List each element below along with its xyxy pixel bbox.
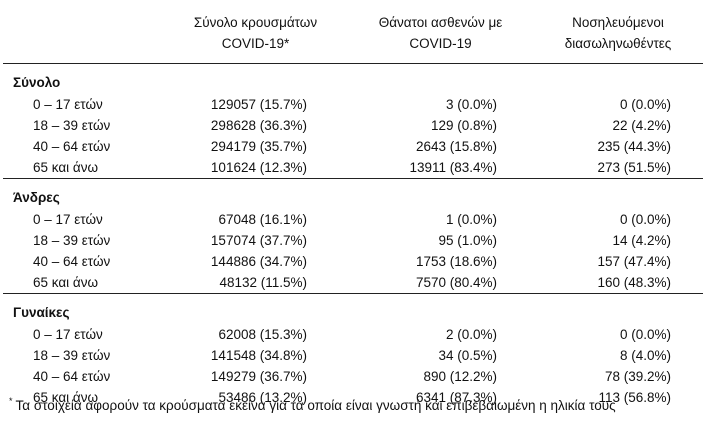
intubated-value: 157 (47.4%) (597, 254, 671, 269)
age-group-label: 40 – 64 ετών (33, 254, 111, 269)
table-body: Σύνολο 0 – 17 ετών 129057 (15.7%) 3 (0.0%) 0… (3, 64, 703, 408)
footnote: * Τα στοιχεία αφορούν τα κρούσματα εκείνα… (9, 396, 699, 413)
footnote-text: Τα στοιχεία αφορούν τα κρούσματα εκείνα … (15, 398, 616, 413)
age-group-label: 65 και άνω (33, 390, 99, 405)
age-group-label: 0 – 17 ετών (33, 97, 103, 112)
deaths-value: 7570 (80.4%) (415, 275, 497, 290)
group-heading: Άνδρες (13, 190, 60, 205)
intubated-value: 0 (0.0%) (619, 327, 671, 342)
age-group-label: 18 – 39 ετών (33, 233, 111, 248)
deaths-value: 890 (12.2%) (423, 369, 497, 384)
covid-age-table: Σύνολο κρουσμάτων COVID-19* Θάνατοι ασθε… (3, 0, 703, 408)
intubated-value: 160 (48.3%) (597, 275, 671, 290)
header-total-cases: Σύνολο κρουσμάτων COVID-19* (193, 15, 318, 51)
age-group-label: 65 και άνω (33, 275, 99, 290)
table-row: 0 – 17 ετών 62008 (15.3%) 2 (0.0%) 0 (0.0%) (3, 324, 703, 345)
age-group-label: 40 – 64 ετών (33, 139, 111, 154)
cases-value: 141548 (34.8%) (210, 348, 307, 363)
cases-value: 48132 (11.5%) (219, 275, 307, 290)
intubated-value: 113 (56.8%) (598, 390, 671, 405)
cases-value: 144886 (34.7%) (210, 254, 307, 269)
cases-value: 62008 (15.3%) (218, 327, 307, 342)
table-row: 40 – 64 ετών 144886 (34.7%) 1753 (18.6%) 15… (3, 251, 703, 272)
group-heading-row: Γυναίκες (3, 301, 703, 324)
deaths-value: 2643 (15.8%) (415, 139, 497, 154)
table-row: 65 και άνω 101624 (12.3%) 13911 (83.4%) 273… (3, 157, 703, 179)
age-group-label: 40 – 64 ετών (33, 369, 111, 384)
intubated-value: 235 (44.3%) (597, 139, 671, 154)
cases-value: 298628 (36.3%) (210, 118, 307, 133)
header-empty-cell (3, 0, 163, 64)
age-group-label: 65 και άνω (33, 160, 99, 175)
age-group-label: 0 – 17 ετών (33, 327, 103, 342)
group-gap (3, 179, 703, 186)
intubated-value: 78 (39.2%) (604, 369, 671, 384)
deaths-value: 1753 (18.6%) (415, 254, 497, 269)
table-row: 0 – 17 ετών 67048 (16.1%) 1 (0.0%) 0 (0.0%) (3, 209, 703, 230)
deaths-value: 95 (1.0%) (438, 233, 497, 248)
intubated-value: 22 (4.2%) (612, 118, 671, 133)
header-deaths: Θάνατοι ασθενών με COVID-19 (378, 15, 503, 51)
table-row: 0 – 17 ετών 129057 (15.7%) 3 (0.0%) 0 (0.0%… (3, 94, 703, 115)
cases-value: 129057 (15.7%) (210, 97, 307, 112)
table-header-row: Σύνολο κρουσμάτων COVID-19* Θάνατοι ασθε… (3, 0, 703, 64)
age-group-label: 18 – 39 ετών (33, 348, 111, 363)
deaths-value: 1 (0.0%) (445, 212, 497, 227)
group-heading-row: Άνδρες (3, 186, 703, 209)
intubated-value: 273 (51.5%) (597, 160, 671, 175)
group-divider (3, 293, 703, 294)
table-row: 40 – 64 ετών 149279 (36.7%) 890 (12.2%) 78 … (3, 366, 703, 387)
table-row: 65 και άνω 53486 (13.2%) 6341 (87.3%) 113 (… (3, 387, 703, 408)
deaths-value: 34 (0.5%) (438, 348, 497, 363)
deaths-value: 13911 (83.4%) (409, 160, 497, 175)
group-gap (3, 64, 703, 71)
deaths-value: 129 (0.8%) (430, 118, 497, 133)
deaths-value: 2 (0.0%) (445, 327, 497, 342)
header-divider (3, 63, 703, 64)
footnote-marker: * (9, 396, 13, 406)
covid-age-table-container: Σύνολο κρουσμάτων COVID-19* Θάνατοι ασθε… (3, 0, 703, 413)
table-row: 40 – 64 ετών 294179 (35.7%) 2643 (15.8%) 23… (3, 136, 703, 157)
deaths-value: 3 (0.0%) (445, 97, 497, 112)
group-heading: Γυναίκες (13, 305, 70, 320)
deaths-value: 6341 (87.3%) (415, 390, 497, 405)
header-intubated: Νοσηλευόμενοι διασωληνωθέντες (564, 15, 672, 51)
intubated-value: 14 (4.2%) (612, 233, 671, 248)
table-row: 18 – 39 ετών 141548 (34.8%) 34 (0.5%) 8 (4.… (3, 345, 703, 366)
group-divider (3, 178, 703, 179)
intubated-value: 0 (0.0%) (619, 97, 671, 112)
intubated-value: 0 (0.0%) (619, 212, 671, 227)
age-group-label: 18 – 39 ετών (33, 118, 111, 133)
group-gap (3, 294, 703, 301)
cases-value: 67048 (16.1%) (218, 212, 307, 227)
table-row: 18 – 39 ετών 157074 (37.7%) 95 (1.0%) 14 (4… (3, 230, 703, 251)
group-heading: Σύνολο (13, 75, 61, 90)
cases-value: 53486 (13.2%) (218, 390, 307, 405)
cases-value: 157074 (37.7%) (210, 233, 307, 248)
cases-value: 294179 (35.7%) (210, 139, 307, 154)
group-heading-row: Σύνολο (3, 71, 703, 94)
cases-value: 149279 (36.7%) (210, 369, 307, 384)
intubated-value: 8 (4.0%) (619, 348, 671, 363)
table-row: 18 – 39 ετών 298628 (36.3%) 129 (0.8%) 22 (… (3, 115, 703, 136)
table-row: 65 και άνω 48132 (11.5%) 7570 (80.4%) 160 (… (3, 272, 703, 294)
age-group-label: 0 – 17 ετών (33, 212, 103, 227)
cases-value: 101624 (12.3%) (210, 160, 307, 175)
